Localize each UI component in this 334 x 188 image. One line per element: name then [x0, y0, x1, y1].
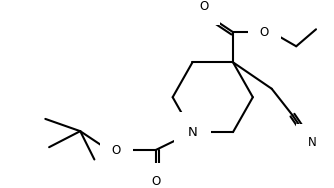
Text: O: O: [112, 143, 121, 157]
Text: N: N: [188, 126, 197, 139]
Text: N: N: [308, 136, 317, 149]
Text: O: O: [260, 26, 269, 39]
Text: O: O: [151, 175, 160, 188]
Text: O: O: [199, 0, 208, 13]
